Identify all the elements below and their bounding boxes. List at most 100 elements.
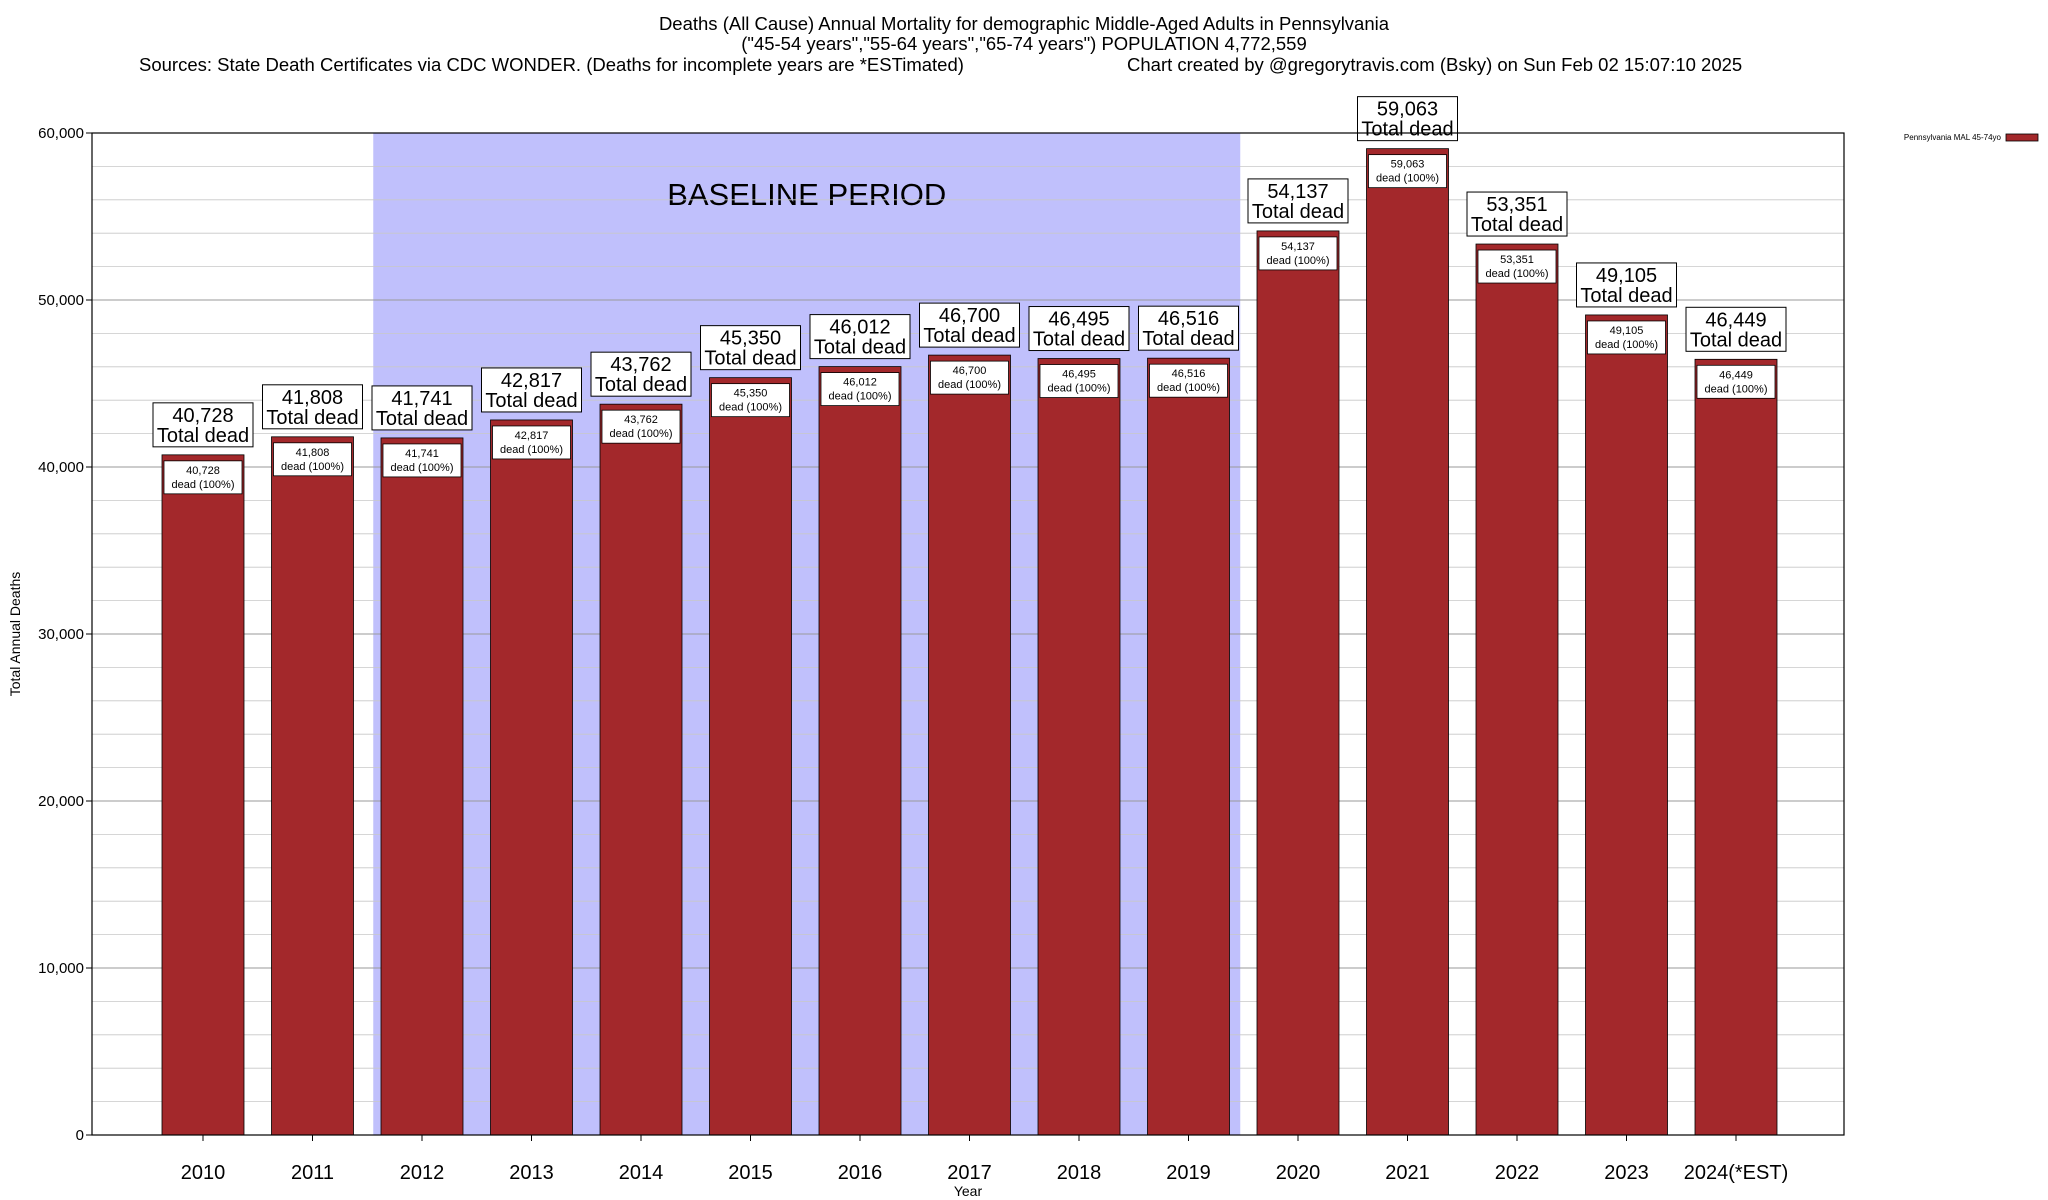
top-value-label: 49,105 (1596, 265, 1657, 287)
bar-2021 (1366, 148, 1449, 1136)
inner-pct-label: dead (100%) (1486, 268, 1549, 280)
chart-title-line-2: ("45-54 years","55-64 years","65-74 year… (741, 33, 1307, 54)
inner-pct-label: dead (100%) (1157, 382, 1220, 394)
inner-value-label: 46,012 (843, 377, 877, 389)
y-tick-label: 50,000 (38, 292, 84, 309)
bar-2022 (1475, 243, 1559, 1136)
top-label-box (1028, 306, 1130, 352)
inner-label-box (1039, 364, 1119, 398)
top-label-box (919, 302, 1020, 348)
inner-value-label: 54,137 (1281, 241, 1315, 253)
top-value-label: 54,137 (1267, 181, 1328, 203)
inner-value-label: 49,105 (1610, 325, 1644, 337)
chart-title-line-1: Deaths (All Cause) Annual Mortality for … (658, 13, 1390, 34)
inner-value-label: 45,350 (734, 388, 768, 400)
inner-value-label: 41,808 (296, 447, 330, 459)
inner-value-label: 46,516 (1172, 368, 1206, 380)
top-total-label: Total dead (704, 348, 796, 370)
x-tick-label: 2017 (947, 1162, 992, 1184)
bar-2012 (380, 437, 464, 1136)
bar-2011 (271, 436, 354, 1136)
inner-value-label: 53,351 (1500, 254, 1534, 266)
inner-pct-label: dead (100%) (1048, 383, 1111, 395)
x-tick-label: 2023 (1604, 1162, 1649, 1184)
inner-label-box (1149, 363, 1228, 398)
x-tick-label: 2021 (1385, 1162, 1430, 1184)
baseline-label: BASELINE PERIOD (667, 177, 946, 212)
top-value-label: 41,741 (391, 388, 452, 410)
inner-value-label: 42,817 (515, 430, 549, 442)
bar-2018 (1037, 358, 1121, 1136)
inner-label-box (1696, 364, 1776, 399)
inner-label-box (1587, 320, 1666, 355)
inner-value-label: 46,449 (1719, 369, 1753, 381)
top-value-label: 46,012 (829, 317, 890, 339)
top-total-label: Total dead (1361, 119, 1453, 141)
inner-pct-label: dead (100%) (281, 461, 344, 473)
y-tick-label: 20,000 (38, 793, 84, 810)
inner-pct-label: dead (100%) (1267, 255, 1330, 267)
top-value-label: 46,449 (1705, 309, 1766, 331)
top-total-label: Total dead (1033, 329, 1125, 351)
bar-2010 (161, 454, 245, 1136)
inner-label-box (601, 409, 681, 444)
inner-pct-label: dead (100%) (172, 479, 235, 491)
x-tick-label: 2016 (838, 1162, 883, 1184)
top-total-label: Total dead (1690, 329, 1782, 351)
top-total-label: Total dead (923, 325, 1015, 347)
y-tick-label: 30,000 (38, 626, 84, 643)
top-label-box (1685, 306, 1787, 352)
x-tick-label: 2024(*EST) (1684, 1162, 1789, 1184)
top-value-label: 42,817 (501, 370, 562, 392)
legend: Pennsylvania MAL 45-74yo (1904, 133, 2039, 142)
inner-label-box (273, 442, 352, 477)
inner-pct-label: dead (100%) (500, 444, 563, 456)
inner-pct-label: dead (100%) (391, 462, 454, 474)
inner-label-box (930, 360, 1009, 395)
x-tick-label: 2015 (728, 1162, 773, 1184)
inner-pct-label: dead (100%) (829, 391, 892, 403)
inner-pct-label: dead (100%) (1705, 383, 1768, 395)
inner-label-box (1477, 249, 1557, 284)
top-total-label: Total dead (485, 390, 577, 412)
top-value-label: 53,351 (1486, 194, 1547, 216)
top-label-box (371, 385, 473, 431)
inner-label-box (711, 383, 790, 418)
top-value-label: 45,350 (720, 328, 781, 350)
top-label-box (481, 367, 582, 413)
top-label-box (1576, 262, 1677, 308)
top-value-label: 41,808 (282, 387, 343, 409)
top-total-label: Total dead (376, 408, 468, 430)
y-tick-label: 10,000 (38, 960, 84, 977)
x-tick-label: 2020 (1276, 1162, 1321, 1184)
inner-label-box (1368, 154, 1447, 189)
top-label-box (1466, 191, 1568, 237)
bar-2015 (709, 377, 792, 1136)
top-label-box (1247, 178, 1349, 224)
bar-2014 (599, 403, 683, 1136)
top-total-label: Total dead (266, 407, 358, 429)
y-tick-label: 0 (76, 1127, 84, 1144)
top-label-box (152, 402, 254, 448)
x-tick-label: 2019 (1166, 1162, 1211, 1184)
inner-label-box (820, 372, 900, 406)
top-value-label: 46,495 (1048, 309, 1109, 331)
top-label-box (700, 325, 801, 371)
top-value-label: 59,063 (1377, 99, 1438, 121)
y-axis-label: Total Annual Deaths (7, 572, 23, 697)
top-total-label: Total dead (1580, 285, 1672, 307)
top-value-label: 43,762 (610, 354, 671, 376)
top-total-label: Total dead (1142, 328, 1234, 350)
x-axis-label: Year (954, 1183, 983, 1199)
top-total-label: Total dead (1471, 214, 1563, 236)
bar-2017 (928, 354, 1011, 1136)
inner-value-label: 46,700 (953, 365, 987, 377)
y-tick-label: 60,000 (38, 125, 84, 142)
inner-label-box (163, 460, 243, 495)
bar-2023 (1585, 314, 1668, 1136)
bar-2024(*EST) (1694, 358, 1778, 1136)
chart-sources: Sources: State Death Certificates via CD… (139, 54, 964, 75)
inner-pct-label: dead (100%) (610, 428, 673, 440)
